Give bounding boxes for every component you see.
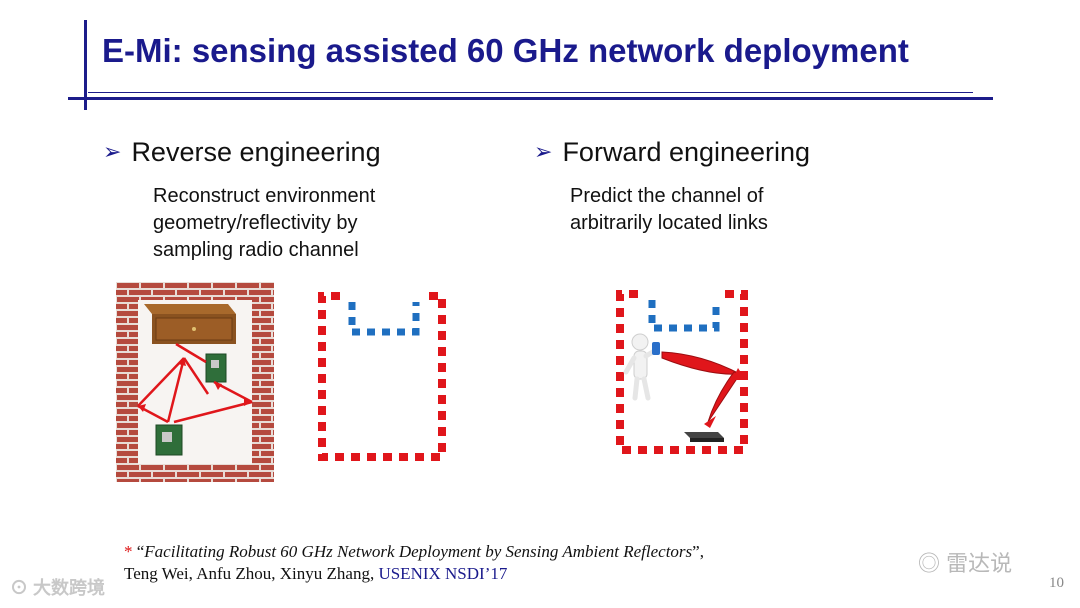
- paper-venue: USENIX NSDI’17: [378, 564, 508, 583]
- signal-ray-paths: [137, 342, 253, 424]
- sensor-board-icon: [155, 424, 183, 456]
- watermark-left: ⊙ 大数跨境: [10, 574, 105, 600]
- description-line: geometry/reflectivity by: [153, 212, 358, 234]
- cabinet-icon: [144, 304, 236, 344]
- forward-engineering-diagram: [616, 290, 748, 454]
- bullet-label: Reverse engineering: [131, 137, 381, 167]
- description-line: arbitrarily located links: [570, 212, 768, 234]
- reconstructed-cabinet: [348, 302, 420, 336]
- phone-icon: [652, 342, 660, 355]
- bullet-label: Forward engineering: [562, 137, 811, 167]
- paper-authors: Teng Wei, Anfu Zhou, Xinyu Zhang,: [124, 564, 375, 583]
- open-quote: “: [136, 542, 145, 561]
- watermark-right: ◎ 雷达说: [918, 546, 1012, 578]
- brick-room-illustration: [116, 282, 274, 482]
- citation-marker: *: [124, 542, 133, 561]
- reverse-engineering-description: Reconstruct environment geometry/reflect…: [153, 183, 375, 264]
- title-vertical-rule: [84, 20, 87, 110]
- reference-citation: * “Facilitating Robust 60 GHz Network De…: [124, 541, 704, 585]
- arrowhead-bullet-icon: ➢: [103, 139, 122, 164]
- access-point-icon: [684, 432, 724, 442]
- watermark-logo-icon: ⊙: [10, 578, 28, 598]
- watermark-right-text: 雷达说: [946, 551, 1013, 576]
- description-line: Predict the channel of: [570, 185, 764, 207]
- bullet-reverse-engineering: ➢ Reverse engineering: [103, 137, 381, 168]
- room-reflector: [648, 300, 720, 332]
- description-line: Reconstruct environment: [153, 185, 376, 207]
- room-walls: [616, 290, 748, 454]
- title-rule: [68, 97, 993, 100]
- wechat-icon: ◎: [918, 551, 941, 576]
- arrowhead-bullet-icon: ➢: [534, 139, 553, 164]
- reconstructed-room-diagram: [318, 292, 446, 461]
- close-quote: ”,: [692, 542, 704, 561]
- beam-pattern: [661, 351, 746, 428]
- bullet-forward-engineering: ➢ Forward engineering: [534, 137, 810, 168]
- citation-line-2: Teng Wei, Anfu Zhou, Xinyu Zhang, USENIX…: [124, 563, 704, 585]
- slide-title: E-Mi: sensing assisted 60 GHz network de…: [102, 32, 909, 69]
- reconstructed-walls: [318, 292, 446, 461]
- description-line: sampling radio channel: [153, 239, 359, 261]
- citation-line-1: * “Facilitating Robust 60 GHz Network De…: [124, 541, 704, 563]
- title-rule-thin: [88, 92, 973, 93]
- forward-engineering-description: Predict the channel of arbitrarily locat…: [570, 183, 768, 237]
- paper-title: Facilitating Robust 60 GHz Network Deplo…: [144, 542, 693, 561]
- watermark-left-text: 大数跨境: [33, 578, 106, 598]
- person-icon: [623, 333, 660, 401]
- sensor-board-icon: [205, 353, 227, 383]
- page-number: 10: [1049, 575, 1064, 591]
- ray-arrowheads: [138, 358, 252, 412]
